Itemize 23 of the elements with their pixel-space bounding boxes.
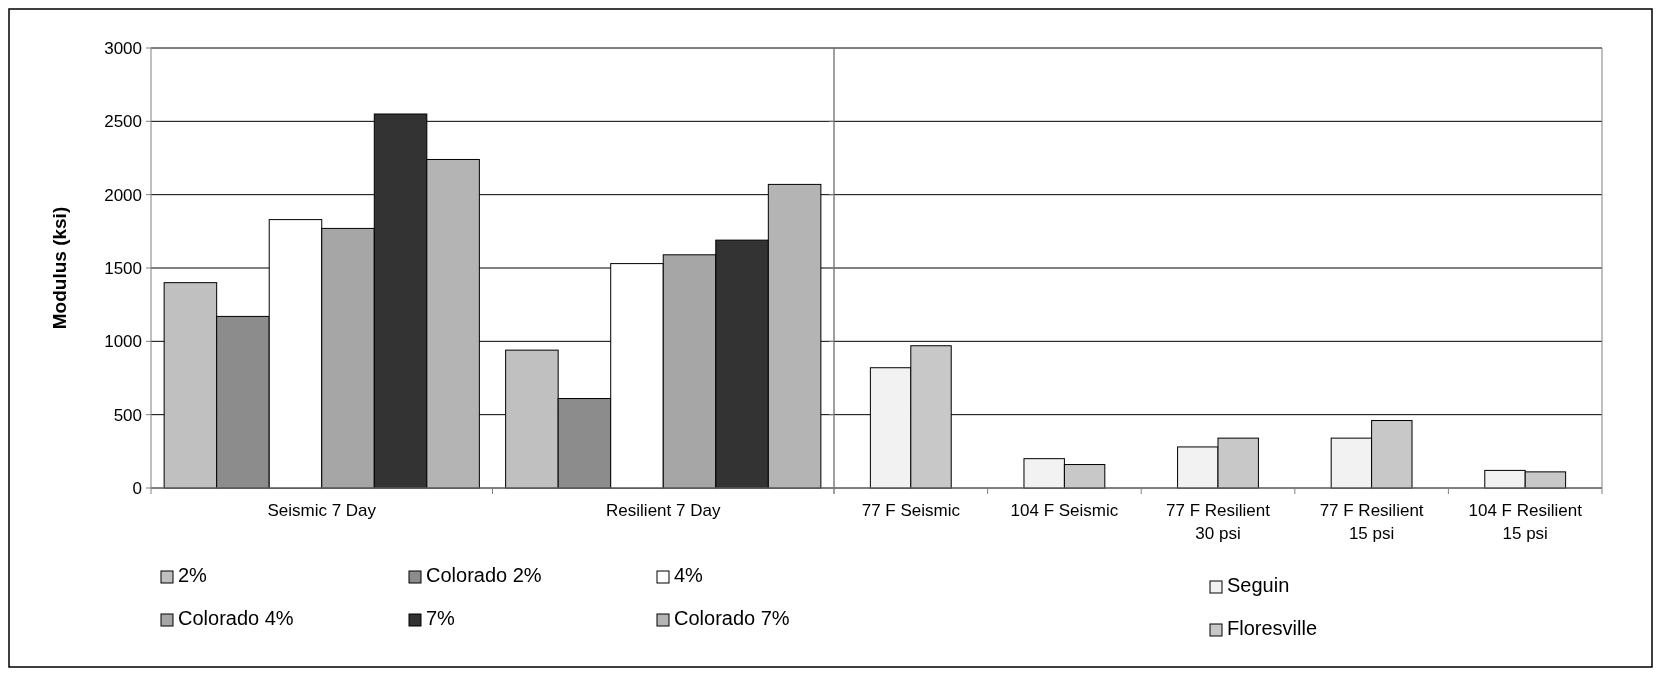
y-tick-label: 0 bbox=[132, 479, 142, 498]
y-axis-title: Modulus (ksi) bbox=[49, 206, 70, 330]
x-tick-label: 77 F Resilient 15 psi bbox=[1319, 501, 1424, 543]
legend-label: Colorado 2% bbox=[426, 564, 542, 586]
y-tick-label: 1000 bbox=[104, 332, 142, 352]
legend-label: Floresville bbox=[1227, 617, 1318, 639]
y-tick-label: 2000 bbox=[104, 185, 142, 205]
y-tick-label: 3000 bbox=[104, 39, 142, 58]
x-tick-label: Seismic 7 Day bbox=[267, 501, 377, 520]
legend-label: Colorado 4% bbox=[178, 607, 294, 629]
legend-label: Colorado 7% bbox=[674, 607, 790, 629]
x-tick-label: 104 F Seismic bbox=[1010, 501, 1119, 520]
y-tick-label: 500 bbox=[113, 405, 142, 425]
x-tick-label: 77 F Seismic bbox=[861, 501, 961, 520]
legend-label: 2% bbox=[178, 564, 208, 586]
y-tick-label: 1500 bbox=[104, 259, 142, 278]
legend-label: Seguin bbox=[1227, 574, 1290, 596]
y-tick-label: 2500 bbox=[104, 112, 142, 132]
x-tick-label: Resilient 7 Day bbox=[606, 501, 721, 520]
legend-label: 4% bbox=[674, 564, 704, 586]
x-tick-label: 104 F Resilient 15 psi bbox=[1468, 501, 1583, 543]
x-tick-label: 77 F Resilient 30 psi bbox=[1166, 501, 1271, 543]
legend-label: 7% bbox=[426, 607, 456, 629]
